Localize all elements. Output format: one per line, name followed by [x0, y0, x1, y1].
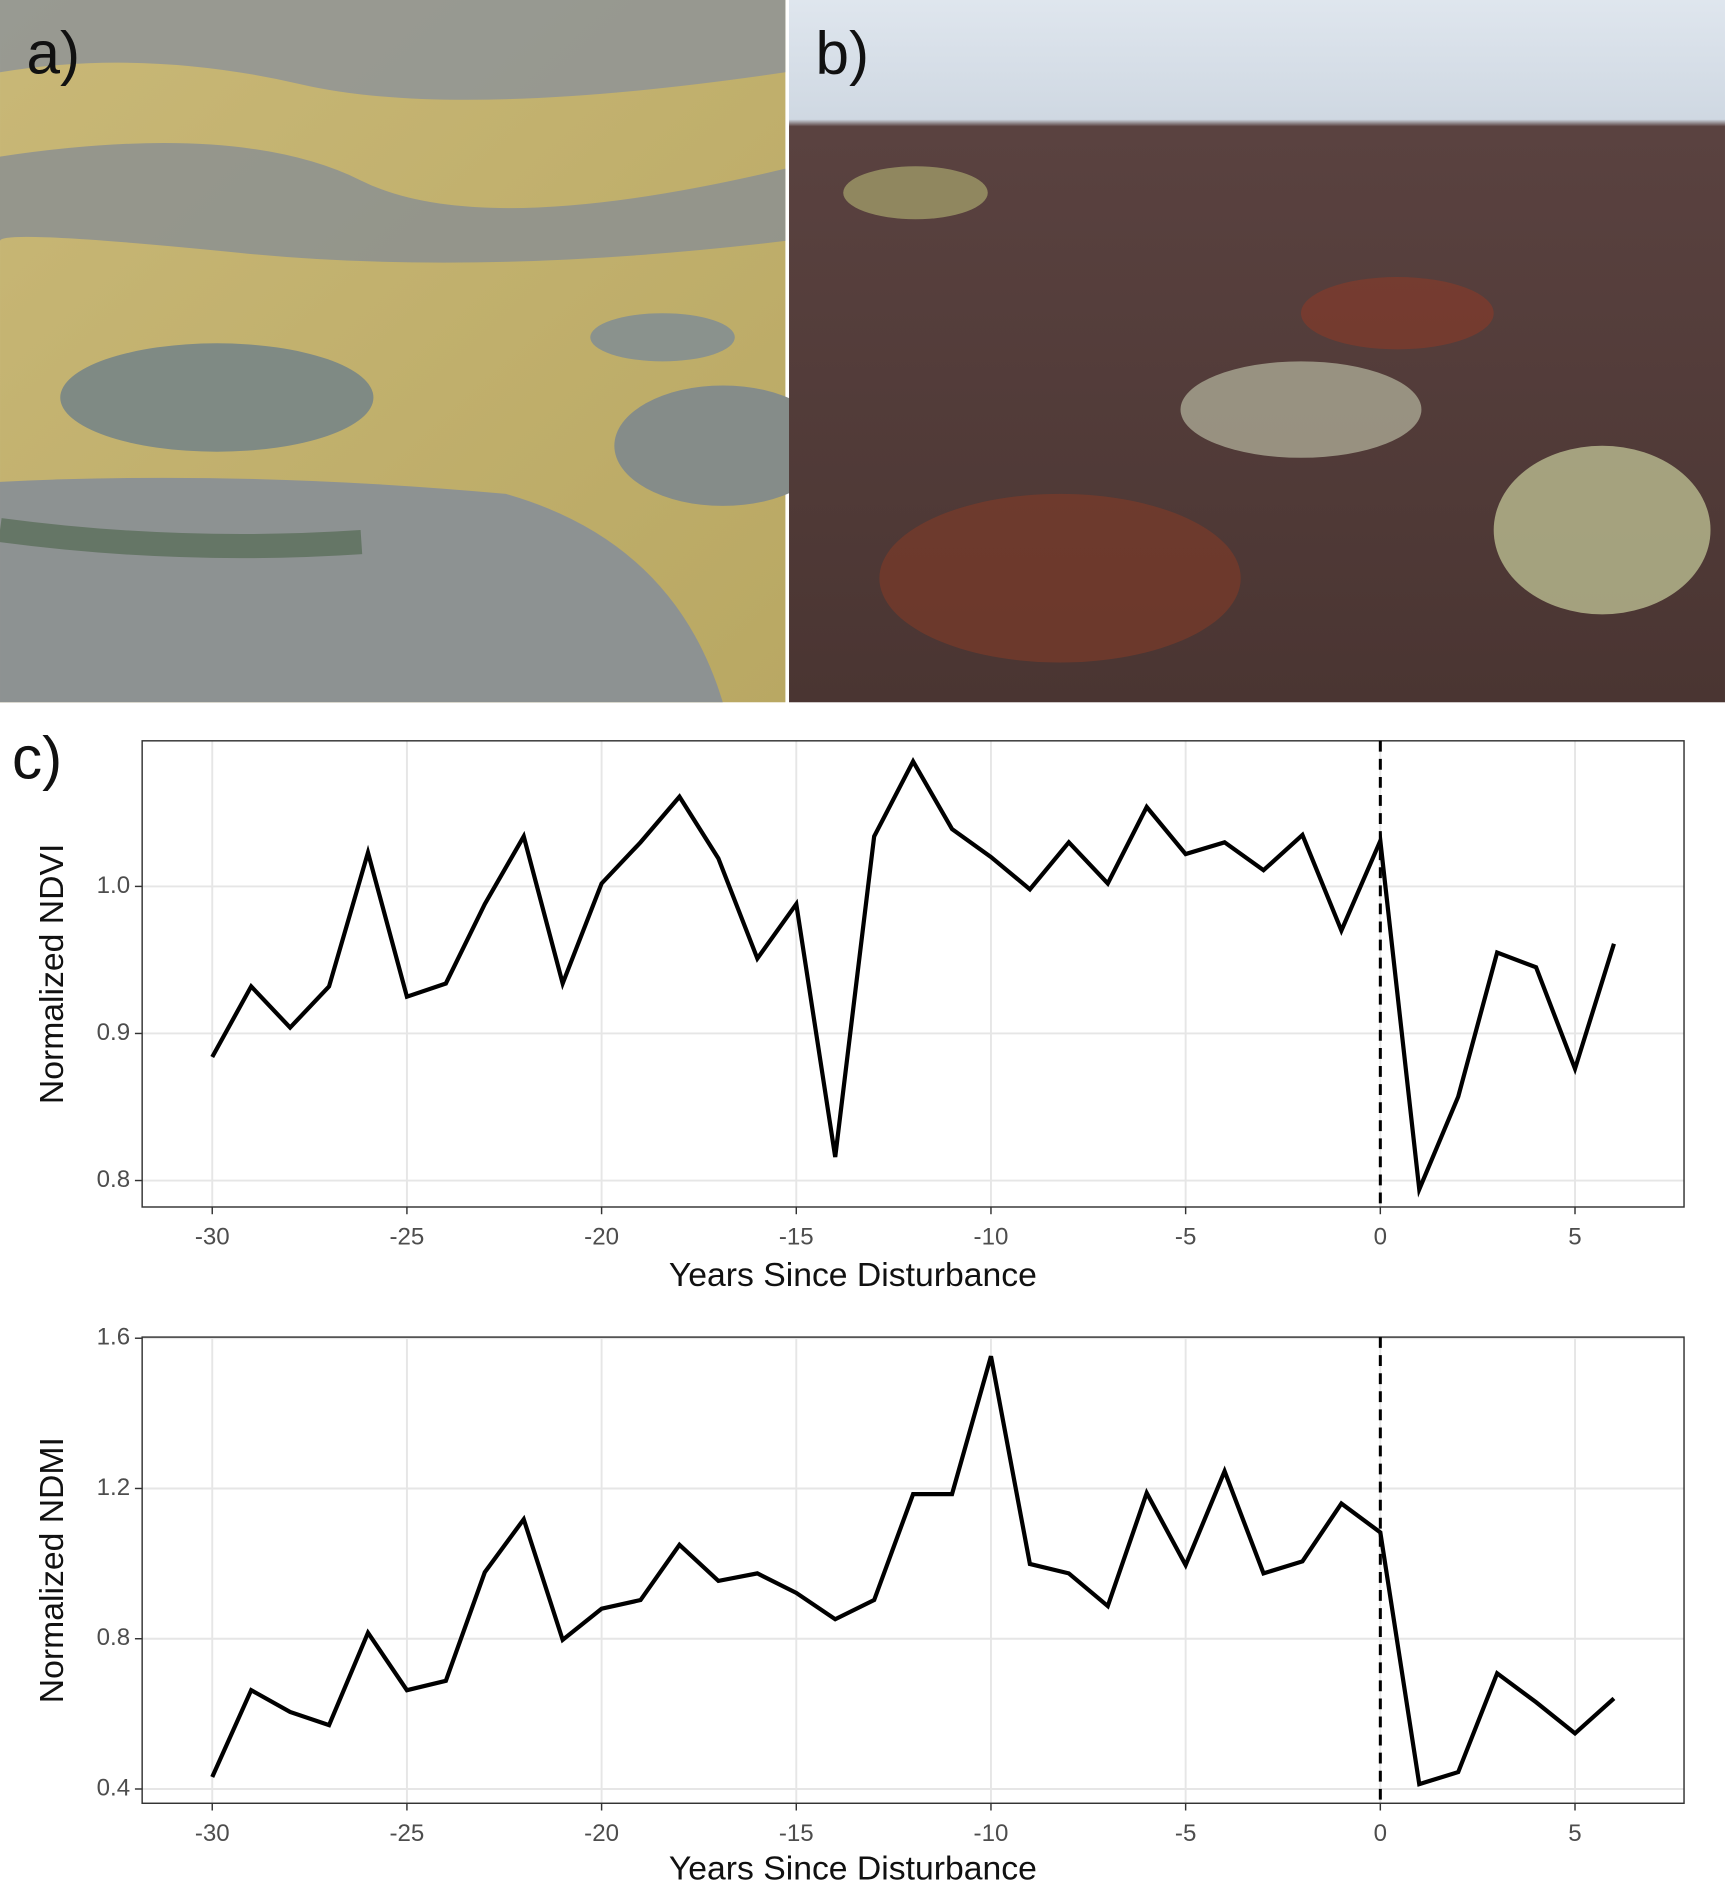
panel-label: a)	[27, 19, 81, 87]
panel-label: c)	[12, 723, 62, 791]
data-line	[210, 1355, 1616, 1787]
y-tick-label: 0.8	[97, 1166, 130, 1193]
x-tick-label: 5	[1568, 1820, 1581, 1847]
panel-label: b)	[816, 19, 870, 87]
x-tick-label: -15	[779, 1820, 814, 1847]
x-tick-label: -20	[584, 1224, 619, 1251]
y-tick-label: 1.0	[97, 872, 130, 899]
plot-background	[142, 1337, 1685, 1804]
x-tick-label: -30	[195, 1820, 230, 1847]
x-tick-label: -5	[1175, 1224, 1196, 1251]
x-tick-label: -20	[584, 1820, 619, 1847]
y-axis-title: Normalized NDMI	[33, 1437, 71, 1703]
y-tick-label: 0.8	[97, 1624, 130, 1651]
x-axis-title: Years Since Disturbance	[669, 1850, 1037, 1888]
x-axis-title: Years Since Disturbance	[669, 1256, 1037, 1294]
x-tick-label: -25	[390, 1820, 425, 1847]
data-line	[210, 757, 1616, 1198]
y-tick-label: 0.9	[97, 1019, 130, 1046]
x-tick-label: 5	[1568, 1224, 1581, 1251]
x-tick-label: -10	[974, 1224, 1009, 1251]
x-tick-label: -10	[974, 1820, 1009, 1847]
y-tick-label: 1.6	[97, 1324, 130, 1351]
y-tick-label: 0.4	[97, 1774, 130, 1801]
photo-a	[0, 0, 832, 703]
x-tick-label: -15	[779, 1224, 814, 1251]
y-tick-label: 1.2	[97, 1474, 130, 1501]
x-tick-label: -25	[390, 1224, 425, 1251]
x-tick-label: 0	[1374, 1820, 1387, 1847]
x-tick-label: -30	[195, 1224, 230, 1251]
plot-border	[141, 1336, 1685, 1804]
plot-border	[141, 740, 1685, 1208]
x-tick-label: -5	[1175, 1820, 1196, 1847]
x-tick-label: 0	[1374, 1224, 1387, 1251]
y-axis-title: Normalized NDVI	[33, 844, 71, 1104]
photo-b	[789, 0, 1725, 703]
plot-background	[142, 740, 1685, 1207]
